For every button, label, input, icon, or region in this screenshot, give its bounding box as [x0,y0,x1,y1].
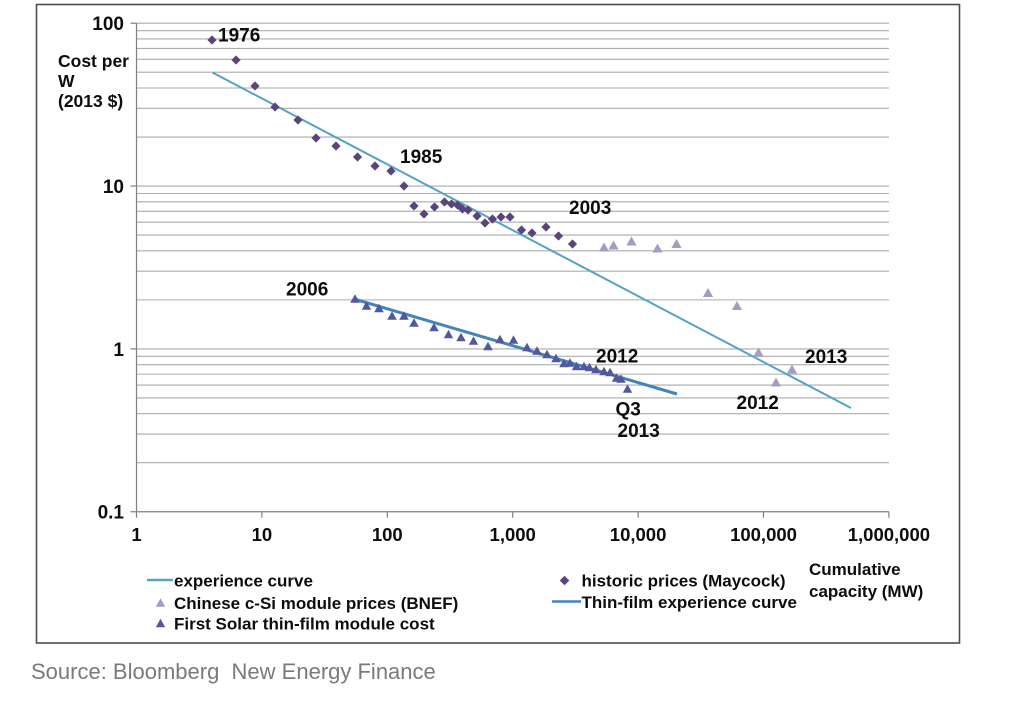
svg-text:capacity (MW): capacity (MW) [809,582,923,601]
svg-text:experience curve: experience curve [174,572,313,591]
svg-text:2012: 2012 [737,393,779,414]
svg-text:(2013 $): (2013 $) [58,91,123,111]
svg-text:2006: 2006 [286,280,328,301]
svg-text:0.1: 0.1 [98,503,125,524]
svg-text:1: 1 [113,340,124,361]
svg-text:1: 1 [131,524,141,545]
svg-text:Chinese c-Si module prices (BN: Chinese c-Si module prices (BNEF) [174,594,458,613]
svg-text:historic prices (Maycock): historic prices (Maycock) [582,572,786,591]
svg-text:10,000: 10,000 [610,524,667,545]
svg-text:100,000: 100,000 [730,524,797,545]
svg-text:1976: 1976 [218,26,260,47]
svg-text:1985: 1985 [400,147,443,168]
svg-text:Thin-film experience curve: Thin-film experience curve [582,593,797,612]
svg-text:2013: 2013 [805,347,847,368]
svg-text:100: 100 [92,14,124,35]
svg-text:Cumulative: Cumulative [809,560,901,579]
svg-text:Source: Bloomberg New Energy: Source: Bloomberg New Energy Finance [31,659,436,684]
svg-text:100: 100 [372,524,403,545]
svg-text:10: 10 [252,524,273,545]
svg-text:10: 10 [103,177,124,198]
svg-text:First Solar thin-film module c: First Solar thin-film module cost [174,615,435,634]
svg-text:1,000,000: 1,000,000 [848,524,930,545]
svg-text:2013: 2013 [618,421,660,442]
svg-text:Cost per: Cost per [58,51,129,71]
svg-text:1,000: 1,000 [490,524,536,545]
svg-text:2003: 2003 [569,198,611,219]
svg-text:W: W [58,71,75,91]
svg-text:2012: 2012 [596,347,638,368]
svg-text:Q3: Q3 [616,400,641,421]
